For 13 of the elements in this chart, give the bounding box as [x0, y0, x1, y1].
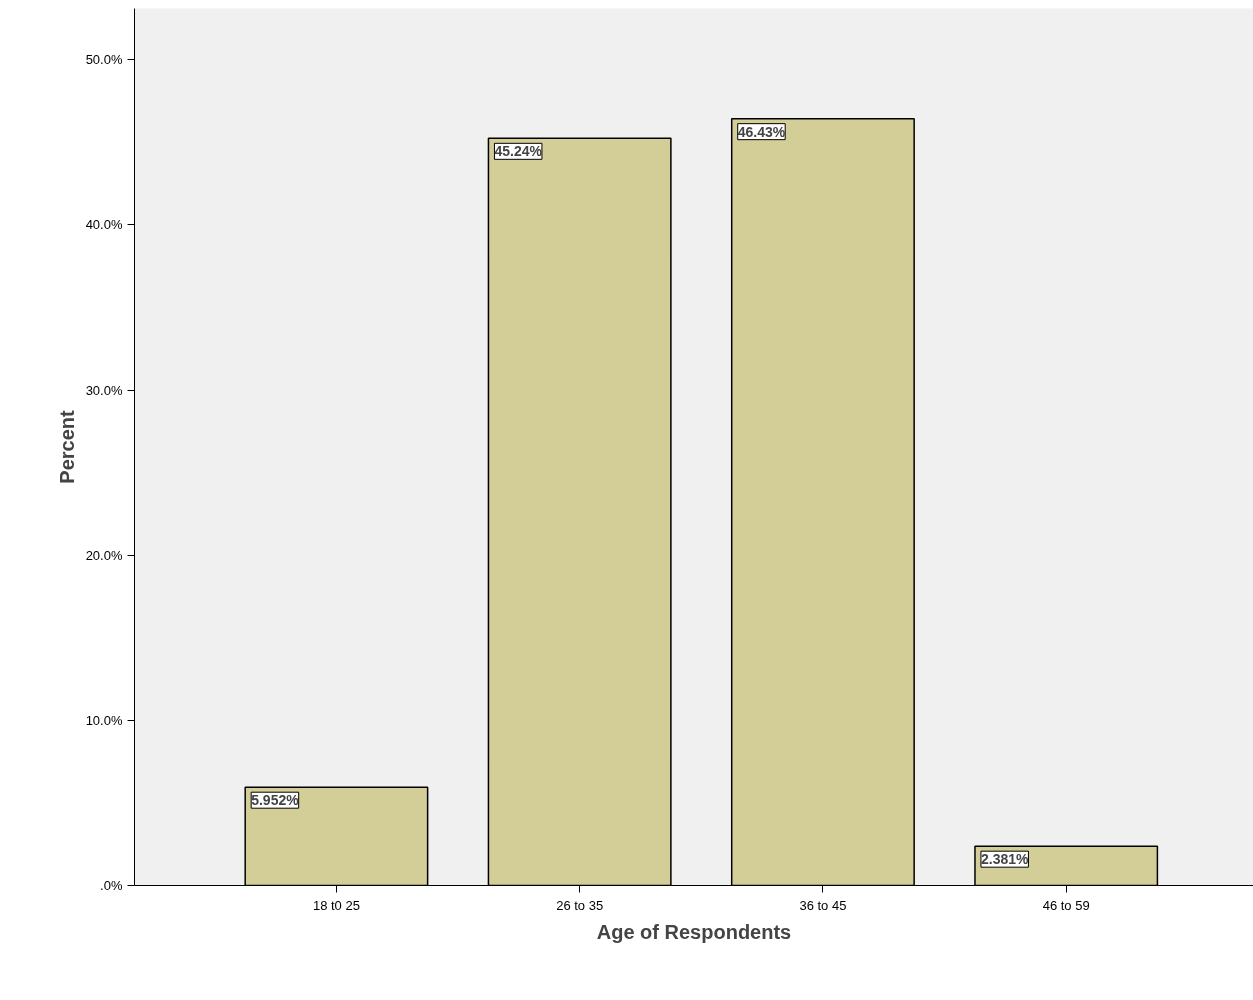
y-tick-label: 10.0%: [85, 712, 123, 728]
x-tick-label: 26 to 35: [556, 897, 604, 913]
x-tick-label: 36 to 45: [799, 897, 847, 913]
y-tick-label: .0%: [100, 878, 123, 893]
y-tick-label: 40.0%: [85, 217, 123, 233]
y-tick-label: 50.0%: [85, 52, 123, 68]
x-tick-label: 46 to 59: [1042, 897, 1090, 913]
x-tick-label: 18 t0 25: [312, 897, 360, 913]
y-tick-label: 20.0%: [85, 547, 123, 563]
y-axis-title: Percent: [55, 409, 78, 484]
y-tick-label: 30.0%: [85, 382, 123, 398]
x-axis-title: Age of Respondents: [596, 920, 792, 943]
data-label: 46.43%: [737, 123, 786, 140]
